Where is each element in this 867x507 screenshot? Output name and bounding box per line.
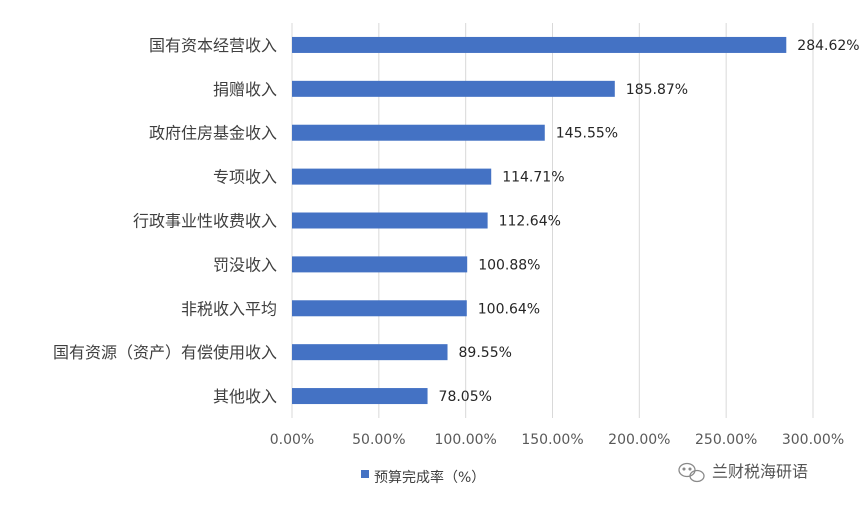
bar — [292, 212, 488, 229]
value-label: 89.55% — [459, 345, 512, 361]
x-axis-tick-labels: 0.00% 50.00% 100.00% 150.00% 200.00% 250.00% 3… — [270, 432, 844, 448]
x-tick-label: 200.00% — [608, 432, 670, 448]
watermark-text: 兰财税海研语 — [712, 462, 808, 481]
category-label: 政府住房基金收入 — [149, 124, 277, 143]
legend-label: 预算完成率（%） — [374, 469, 485, 486]
category-label: 国有资源（资产）有偿使用收入 — [53, 343, 277, 362]
wechat-icon — [678, 462, 705, 483]
value-labels: 284.62% 185.87% 145.55% 114.71% 112.64% 100.8… — [439, 38, 860, 405]
value-label: 78.05% — [439, 389, 492, 405]
bar — [292, 36, 787, 53]
category-labels: 国有资本经营收入捐赠收入政府住房基金收入专项收入行政事业性收费收入罚没收入非税收… — [53, 36, 277, 406]
x-tick-label: 250.00% — [695, 432, 757, 448]
category-label: 其他收入 — [213, 387, 277, 406]
category-label: 国有资本经营收入 — [149, 36, 277, 55]
legend-swatch — [361, 470, 369, 478]
value-label: 100.88% — [478, 257, 540, 273]
x-tick-label: 50.00% — [352, 432, 405, 448]
value-label: 114.71% — [502, 170, 564, 186]
legend: 预算完成率（%） — [361, 469, 485, 486]
category-label: 捐赠收入 — [213, 80, 277, 99]
value-label: 112.64% — [499, 214, 561, 230]
category-label: 罚没收入 — [213, 255, 277, 274]
x-tick-label: 100.00% — [435, 432, 497, 448]
x-tick-label: 150.00% — [521, 432, 583, 448]
category-label: 行政事业性收费收入 — [133, 212, 277, 231]
value-label: 145.55% — [556, 126, 618, 142]
bar — [292, 256, 468, 273]
watermark: 兰财税海研语 — [678, 462, 808, 483]
bar — [292, 80, 615, 97]
bar — [292, 344, 448, 361]
bar — [292, 124, 545, 141]
bars — [292, 36, 787, 405]
value-label: 185.87% — [626, 82, 688, 98]
value-label: 284.62% — [797, 38, 859, 54]
value-label: 100.64% — [478, 301, 540, 317]
bar — [292, 388, 428, 405]
category-label: 专项收入 — [213, 168, 277, 187]
category-label: 非税收入平均 — [181, 299, 277, 318]
bar — [292, 300, 467, 317]
x-tick-label: 300.00% — [782, 432, 844, 448]
bar — [292, 168, 492, 185]
x-tick-label: 0.00% — [270, 432, 314, 448]
